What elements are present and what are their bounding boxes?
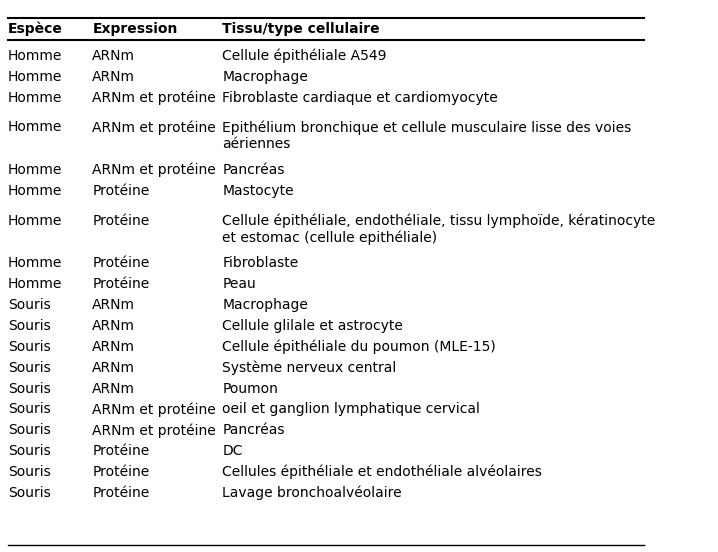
Text: Cellule épithéliale, endothéliale, tissu lymphoïde, kératinocyte
et estomac (cel: Cellule épithéliale, endothéliale, tissu…	[222, 214, 656, 245]
Text: Souris: Souris	[8, 298, 51, 312]
Text: ARNm et protéine: ARNm et protéine	[93, 402, 216, 417]
Text: Souris: Souris	[8, 319, 51, 333]
Text: Cellule épithéliale A549: Cellule épithéliale A549	[222, 49, 386, 63]
Text: Homme: Homme	[8, 120, 62, 135]
Text: Macrophage: Macrophage	[222, 298, 308, 312]
Text: ARNm: ARNm	[93, 298, 135, 312]
Text: Homme: Homme	[8, 184, 62, 198]
Text: oeil et ganglion lymphatique cervical: oeil et ganglion lymphatique cervical	[222, 402, 480, 416]
Text: Espèce: Espèce	[8, 22, 62, 36]
Text: Souris: Souris	[8, 444, 51, 458]
Text: Souris: Souris	[8, 381, 51, 396]
Text: Epithélium bronchique et cellule musculaire lisse des voies
aériennes: Epithélium bronchique et cellule muscula…	[222, 120, 631, 151]
Text: Homme: Homme	[8, 70, 62, 84]
Text: Fibroblaste: Fibroblaste	[222, 256, 299, 270]
Text: ARNm et protéine: ARNm et protéine	[93, 423, 216, 438]
Text: Mastocyte: Mastocyte	[222, 184, 294, 198]
Text: DC: DC	[222, 444, 243, 458]
Text: ARNm et protéine: ARNm et protéine	[93, 163, 216, 177]
Text: Homme: Homme	[8, 163, 62, 177]
Text: Homme: Homme	[8, 277, 62, 291]
Text: Protéine: Protéine	[93, 444, 149, 458]
Text: ARNm et protéine: ARNm et protéine	[93, 91, 216, 105]
Text: Tissu/type cellulaire: Tissu/type cellulaire	[222, 22, 380, 36]
Text: Homme: Homme	[8, 91, 62, 104]
Text: ARNm et protéine: ARNm et protéine	[93, 120, 216, 135]
Text: Système nerveux central: Système nerveux central	[222, 360, 396, 375]
Text: Souris: Souris	[8, 486, 51, 500]
Text: Pancréas: Pancréas	[222, 423, 284, 437]
Text: Cellule glilale et astrocyte: Cellule glilale et astrocyte	[222, 319, 403, 333]
Text: Fibroblaste cardiaque et cardiomyocyte: Fibroblaste cardiaque et cardiomyocyte	[222, 91, 498, 104]
Text: Homme: Homme	[8, 256, 62, 270]
Text: Protéine: Protéine	[93, 277, 149, 291]
Text: ARNm: ARNm	[93, 381, 135, 396]
Text: Protéine: Protéine	[93, 465, 149, 479]
Text: Macrophage: Macrophage	[222, 70, 308, 84]
Text: Lavage bronchoalvéolaire: Lavage bronchoalvéolaire	[222, 486, 402, 500]
Text: ARNm: ARNm	[93, 340, 135, 354]
Text: Protéine: Protéine	[93, 214, 149, 228]
Text: ARNm: ARNm	[93, 319, 135, 333]
Text: Souris: Souris	[8, 360, 51, 375]
Text: Cellule épithéliale du poumon (MLE-15): Cellule épithéliale du poumon (MLE-15)	[222, 339, 496, 354]
Text: ARNm: ARNm	[93, 49, 135, 63]
Text: Cellules épithéliale et endothéliale alvéolaires: Cellules épithéliale et endothéliale alv…	[222, 465, 542, 479]
Text: Souris: Souris	[8, 402, 51, 416]
Text: Peau: Peau	[222, 277, 256, 291]
Text: Protéine: Protéine	[93, 184, 149, 198]
Text: Protéine: Protéine	[93, 486, 149, 500]
Text: ARNm: ARNm	[93, 70, 135, 84]
Text: Expression: Expression	[93, 22, 177, 36]
Text: Protéine: Protéine	[93, 256, 149, 270]
Text: Souris: Souris	[8, 423, 51, 437]
Text: Souris: Souris	[8, 340, 51, 354]
Text: Souris: Souris	[8, 465, 51, 479]
Text: Poumon: Poumon	[222, 381, 278, 396]
Text: Homme: Homme	[8, 49, 62, 63]
Text: Pancréas: Pancréas	[222, 163, 284, 177]
Text: ARNm: ARNm	[93, 360, 135, 375]
Text: Homme: Homme	[8, 214, 62, 228]
